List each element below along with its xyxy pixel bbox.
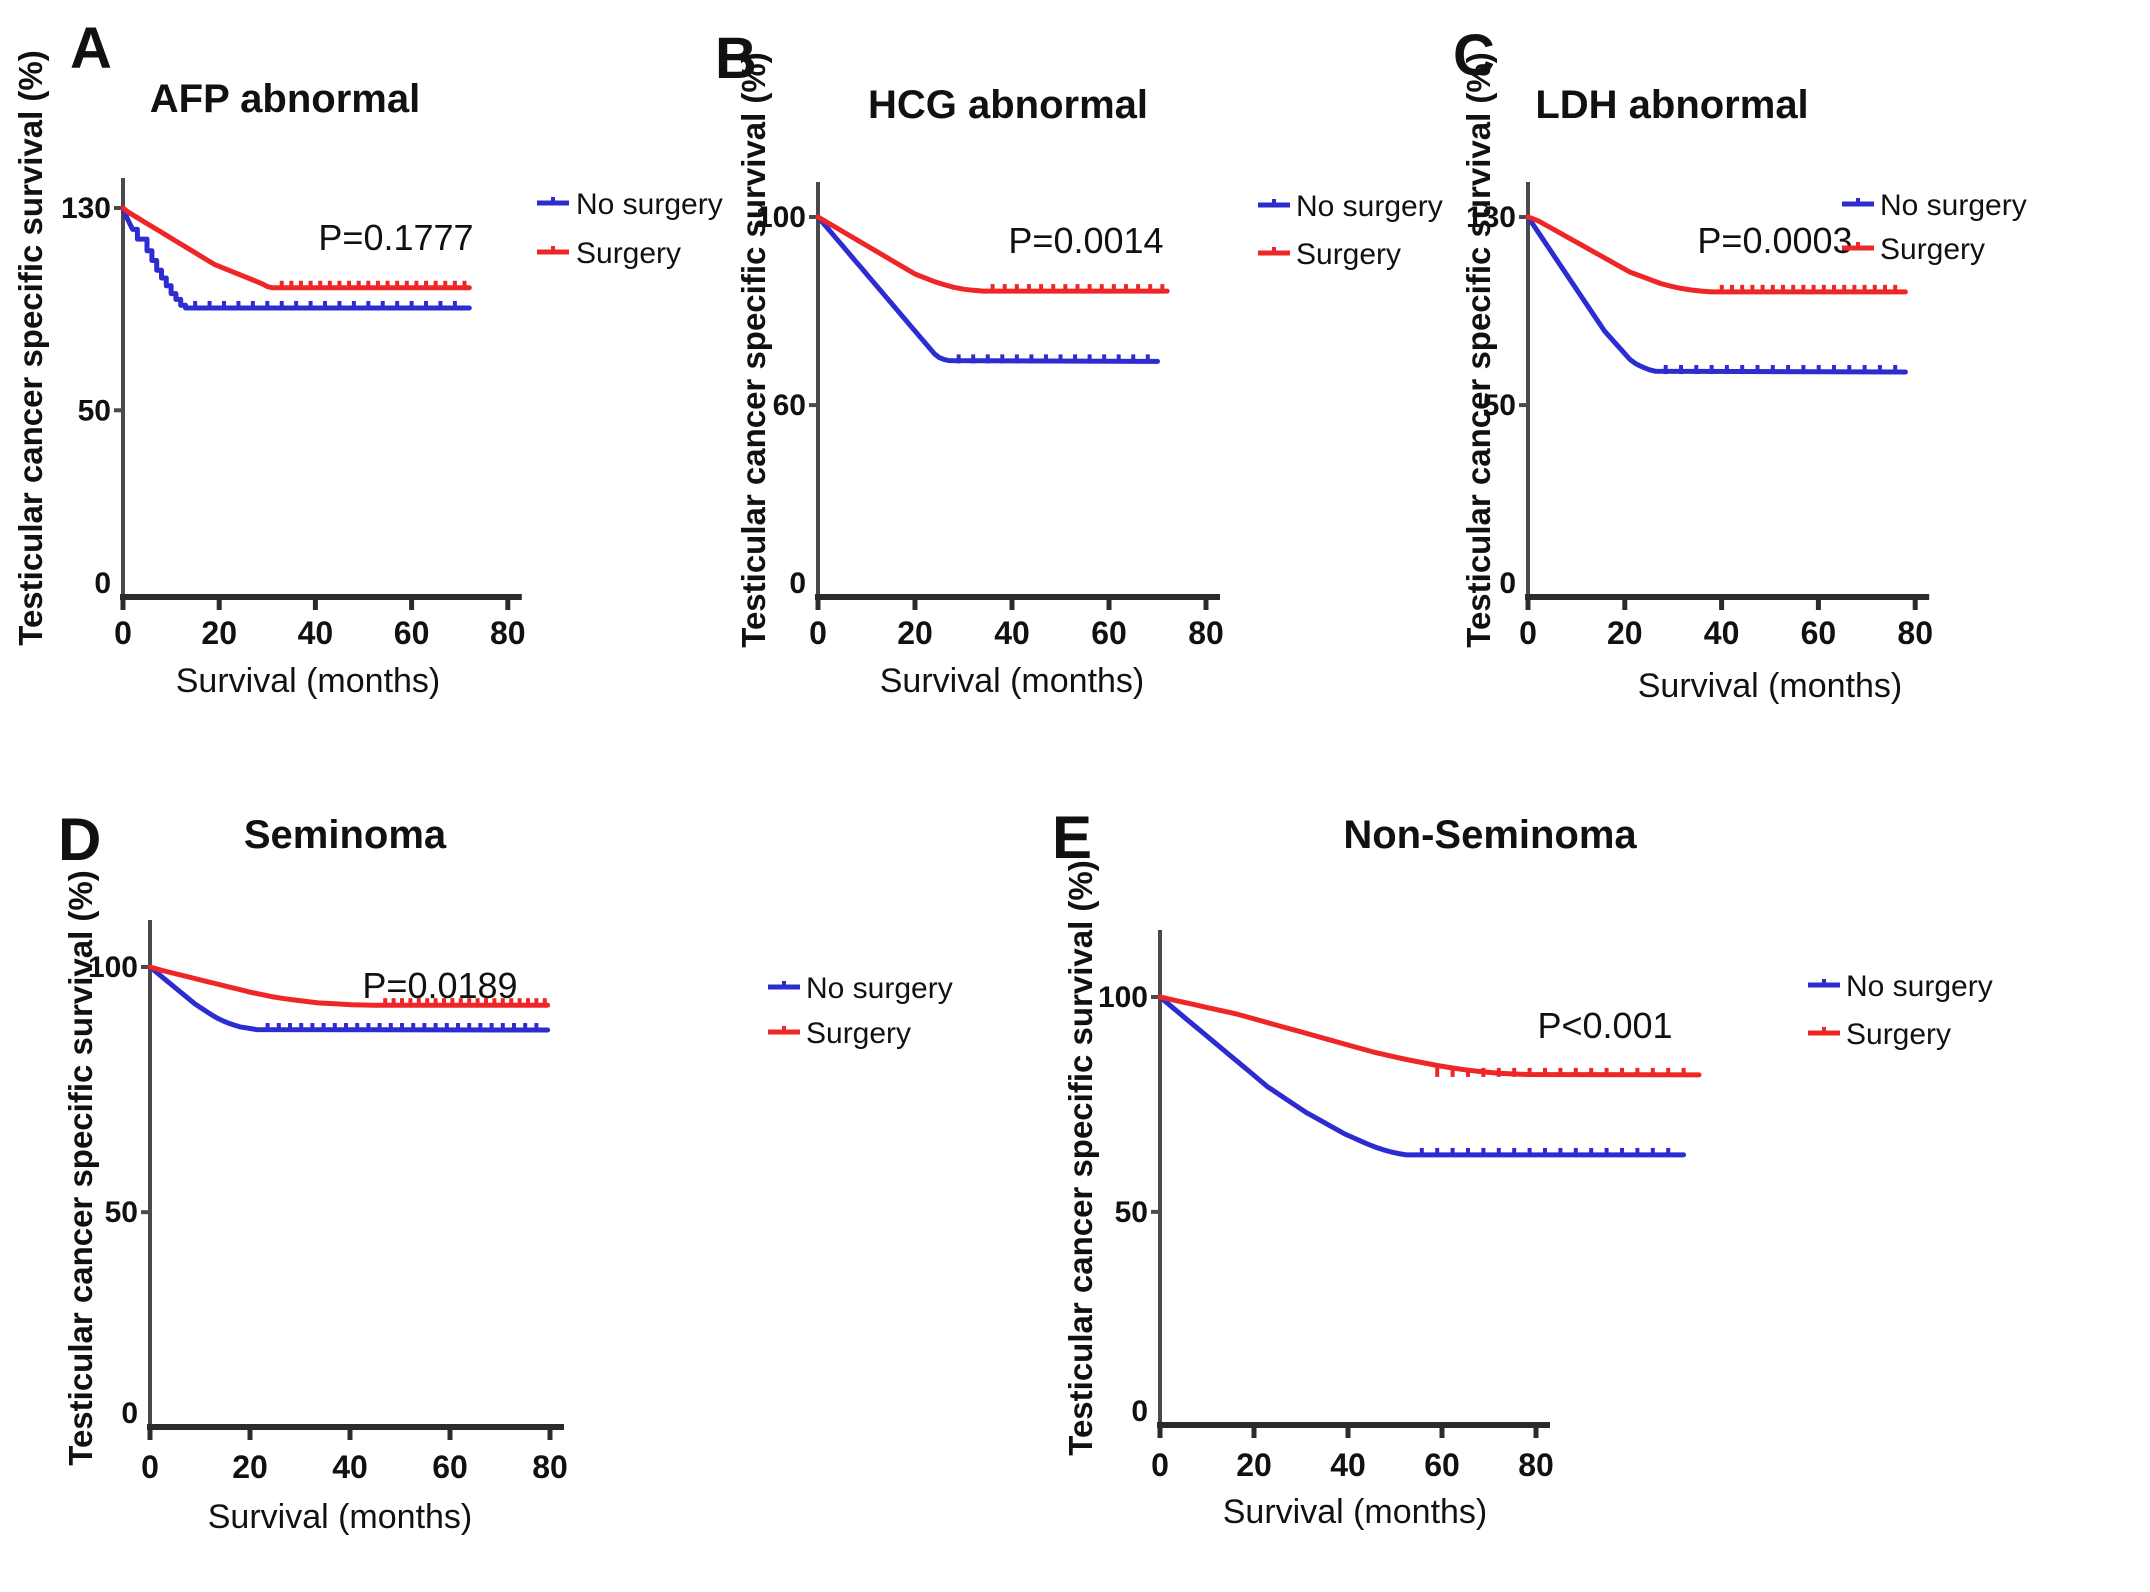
x-tick-label: 20 — [232, 1449, 268, 1485]
panel-letter: E — [1052, 804, 1092, 871]
panel-letter: A — [70, 16, 112, 81]
p-value: P=0.1777 — [318, 217, 473, 258]
x-tick-label: 40 — [298, 615, 334, 651]
legend-no-surgery-label: No surgery — [1846, 970, 1993, 1003]
y-tick-label: 0 — [1131, 1395, 1148, 1428]
panel-hcg-abnormal: 0 20 40 60 80 100 60 0 B HCG abnormal P=0.0014 Test… — [715, 26, 1443, 700]
y-tick-label: 0 — [94, 567, 111, 600]
y-tick-label: 130 — [1466, 201, 1516, 234]
x-tick-label: 60 — [1424, 1447, 1460, 1483]
legend-no-surgery-label: No surgery — [806, 972, 953, 1005]
panel-letter: D — [58, 806, 101, 873]
x-tick-label: 80 — [1188, 615, 1224, 651]
surgery-curve — [815, 214, 1170, 294]
y-axis-label: Testicular cancer specific survival (%) — [1460, 52, 1497, 648]
legend-surgery-label: Surgery — [1846, 1018, 1951, 1051]
surgery-curve — [120, 205, 472, 291]
x-tick-label: 60 — [394, 615, 430, 651]
x-tick-label: 80 — [532, 1449, 568, 1485]
x-axis-label: Survival (months) — [176, 662, 441, 700]
x-tick-label: 0 — [809, 615, 827, 651]
y-tick-label: 50 — [1115, 1196, 1148, 1229]
y-tick-label: 100 — [756, 201, 806, 234]
x-axis-label: Survival (months) — [208, 1498, 473, 1536]
panel-letter: B — [715, 26, 757, 91]
p-value: P=0.0189 — [362, 965, 517, 1006]
panel-title: AFP abnormal — [150, 77, 420, 121]
y-tick-label: 130 — [61, 192, 111, 225]
panel-title: Non-Seminoma — [1343, 813, 1637, 857]
panel-ldh-abnormal: 0 20 40 60 80 130 50 0 C LDH abnormal P=0.0003 Test… — [1453, 23, 2027, 705]
panel-title: HCG abnormal — [868, 83, 1148, 127]
y-axis-label: Testicular cancer specific survival (%) — [12, 50, 49, 646]
x-tick-label: 0 — [1151, 1447, 1169, 1483]
x-tick-label: 0 — [1519, 615, 1537, 651]
p-value: P=0.0014 — [1008, 220, 1163, 261]
x-tick-label: 60 — [432, 1449, 468, 1485]
x-tick-label: 0 — [141, 1449, 159, 1485]
p-value: P=0.0003 — [1697, 220, 1852, 261]
panel-title: LDH abnormal — [1535, 83, 1808, 127]
y-tick-label: 50 — [1483, 389, 1516, 422]
panel-letter: C — [1453, 23, 1495, 88]
x-tick-label: 20 — [201, 615, 237, 651]
x-tick-label: 80 — [1518, 1447, 1554, 1483]
x-tick-label: 80 — [1897, 615, 1933, 651]
x-tick-label: 20 — [1607, 615, 1643, 651]
legend-no-surgery-label: No surgery — [576, 188, 723, 221]
panel-title: Seminoma — [244, 813, 447, 857]
no-surgery-curve — [120, 205, 472, 311]
y-axis-label: Testicular cancer specific survival (%) — [1062, 860, 1099, 1456]
legend-surgery-label: Surgery — [1296, 238, 1401, 271]
no-surgery-curve — [1157, 994, 1687, 1158]
legend-surgery-label: Surgery — [576, 237, 681, 270]
no-surgery-curve — [147, 964, 551, 1033]
no-surgery-curve — [815, 214, 1160, 364]
x-axis-label: Survival (months) — [880, 662, 1145, 700]
x-tick-label: 0 — [114, 615, 132, 651]
legend-no-surgery-label: No surgery — [1296, 190, 1443, 223]
y-axis-label: Testicular cancer specific survival (%) — [62, 870, 99, 1466]
y-tick-label: 0 — [121, 1397, 138, 1430]
x-tick-label: 60 — [1801, 615, 1837, 651]
no-surgery-curve — [1525, 214, 1908, 375]
y-tick-label: 50 — [105, 1196, 138, 1229]
y-tick-label: 100 — [88, 951, 138, 984]
y-tick-label: 50 — [78, 394, 111, 427]
surgery-curve — [1525, 214, 1908, 295]
y-tick-label: 0 — [1499, 567, 1516, 600]
p-value: P<0.001 — [1537, 1005, 1672, 1046]
legend-no-surgery-label: No surgery — [1880, 189, 2027, 222]
panel-non-seminoma: 0 20 40 60 80 100 50 0 E Non-Seminoma P<0.001 Testi… — [1052, 804, 1993, 1531]
x-axis-label: Survival (months) — [1638, 667, 1903, 705]
panel-afp-abnormal: 0 20 40 60 80 130 50 0 A AFP abnormal P=0.1777 Test… — [12, 16, 723, 700]
x-axis-label: Survival (months) — [1223, 1493, 1488, 1531]
x-tick-label: 40 — [332, 1449, 368, 1485]
x-tick-label: 20 — [1236, 1447, 1272, 1483]
x-tick-label: 60 — [1091, 615, 1127, 651]
x-tick-label: 40 — [1704, 615, 1740, 651]
y-tick-label: 0 — [789, 567, 806, 600]
surgery-curve — [1157, 994, 1702, 1078]
surgery-curve — [147, 964, 551, 1008]
x-tick-label: 20 — [897, 615, 933, 651]
panel-seminoma: 0 20 40 60 80 100 50 0 D Seminoma P=0.0189 Testicul… — [58, 806, 953, 1536]
legend-surgery-label: Surgery — [1880, 233, 1985, 266]
y-tick-label: 100 — [1098, 981, 1148, 1014]
x-tick-label: 40 — [1330, 1447, 1366, 1483]
y-axis-label: Testicular cancer specific survival (%) — [735, 52, 772, 648]
y-tick-label: 60 — [773, 389, 806, 422]
x-tick-label: 40 — [994, 615, 1030, 651]
legend-surgery-label: Surgery — [806, 1017, 911, 1050]
x-tick-label: 80 — [490, 615, 526, 651]
